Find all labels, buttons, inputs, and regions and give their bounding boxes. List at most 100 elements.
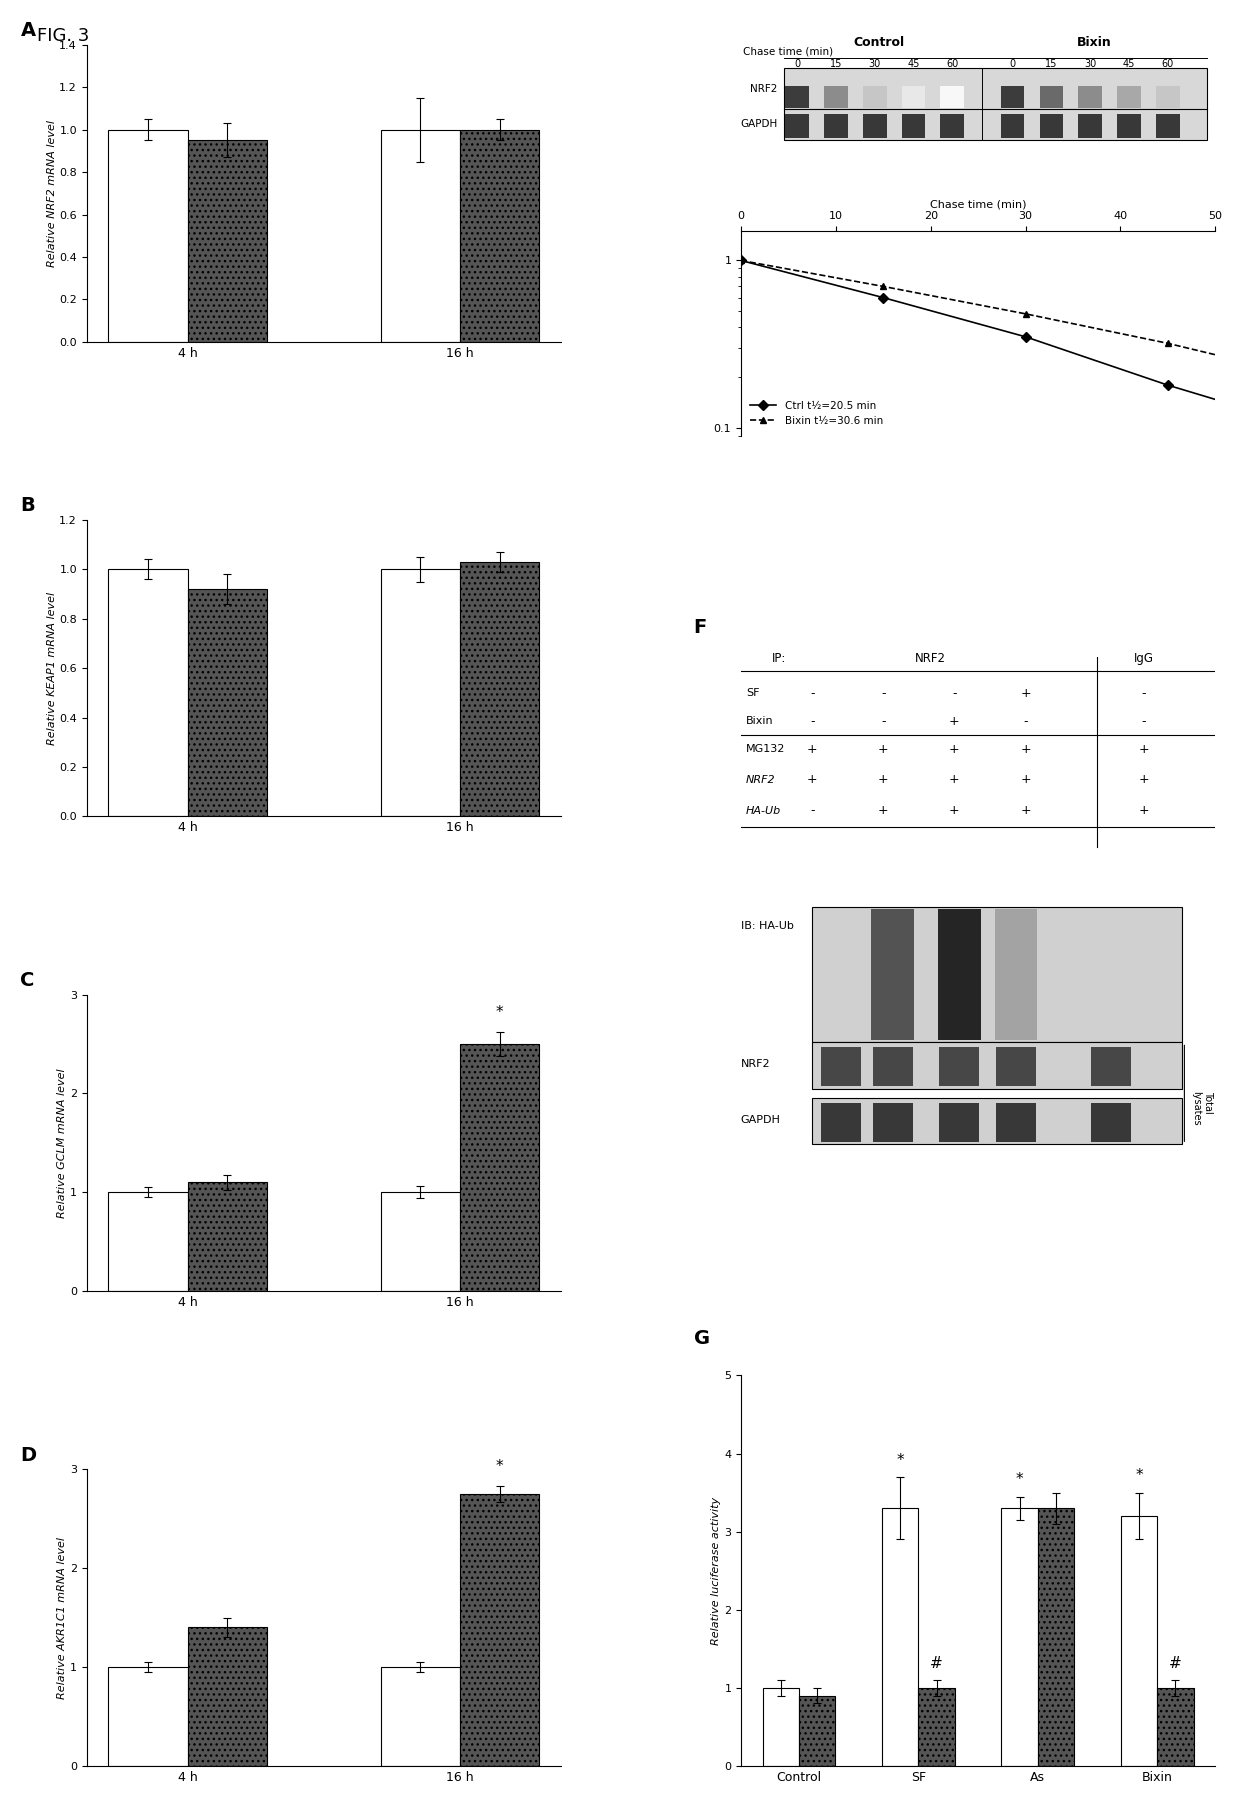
Bixin t½=30.6 min xyxy=(1018,303,1033,324)
Text: 30: 30 xyxy=(868,59,880,68)
Bixin t½=30.6 min xyxy=(734,250,749,272)
Y-axis label: Relative KEAP1 mRNA level: Relative KEAP1 mRNA level xyxy=(47,591,57,744)
Bar xyxy=(939,1103,980,1142)
Text: *: * xyxy=(1016,1472,1023,1487)
Bar xyxy=(1038,1508,1074,1766)
Text: 0: 0 xyxy=(1009,59,1016,68)
Text: Total
lysates: Total lysates xyxy=(1192,1090,1213,1124)
Text: +: + xyxy=(949,773,960,786)
Text: MG132: MG132 xyxy=(745,744,785,755)
Bar xyxy=(825,86,848,108)
Text: IgG: IgG xyxy=(1135,652,1154,665)
Text: -: - xyxy=(1142,687,1146,699)
Bar xyxy=(1121,1515,1157,1766)
Bar xyxy=(1079,86,1102,108)
Bar xyxy=(460,1043,539,1292)
Text: SF: SF xyxy=(745,688,759,699)
Bar xyxy=(901,114,925,139)
Bar xyxy=(1117,114,1141,139)
Bar xyxy=(187,1627,267,1766)
Text: *: * xyxy=(897,1452,904,1467)
Text: -: - xyxy=(810,804,815,816)
Text: 60: 60 xyxy=(1162,59,1174,68)
Bar xyxy=(872,908,914,1040)
Y-axis label: Relative AKR1C1 mRNA level: Relative AKR1C1 mRNA level xyxy=(57,1537,67,1699)
Text: -: - xyxy=(952,687,957,699)
Bar xyxy=(1091,1047,1131,1087)
Bar xyxy=(863,114,887,139)
Text: G: G xyxy=(693,1328,709,1348)
Text: 15: 15 xyxy=(830,59,842,68)
Text: NRF2: NRF2 xyxy=(745,775,775,786)
Text: +: + xyxy=(807,742,817,755)
Ctrl t½=20.5 min xyxy=(875,287,890,308)
Bar xyxy=(812,1097,1182,1144)
Text: +: + xyxy=(1138,742,1149,755)
Bar xyxy=(1039,114,1063,139)
Bar xyxy=(812,906,1182,1042)
Bar xyxy=(873,1103,913,1142)
Bar xyxy=(763,1688,799,1766)
Bar xyxy=(1157,1688,1194,1766)
Text: -: - xyxy=(1023,715,1028,728)
Bar xyxy=(873,1047,913,1087)
Bar xyxy=(187,141,267,342)
Bar xyxy=(812,1042,1182,1088)
Text: GAPDH: GAPDH xyxy=(740,1115,780,1124)
Bar xyxy=(825,114,848,139)
Text: Bixin: Bixin xyxy=(745,715,774,726)
Text: Control: Control xyxy=(853,36,904,49)
Bar xyxy=(799,1696,836,1766)
Text: A: A xyxy=(20,22,36,40)
Bixin t½=30.6 min xyxy=(1161,333,1176,355)
Bar xyxy=(996,1047,1035,1087)
Bar xyxy=(1156,86,1179,108)
Text: +: + xyxy=(1138,804,1149,816)
Bar xyxy=(785,114,808,139)
Bar xyxy=(381,569,460,816)
Text: +: + xyxy=(1021,773,1030,786)
Bar xyxy=(381,1193,460,1292)
Bar xyxy=(939,1047,980,1087)
Text: F: F xyxy=(693,618,707,636)
Text: +: + xyxy=(878,742,889,755)
Text: +: + xyxy=(949,742,960,755)
Text: NRF2: NRF2 xyxy=(915,652,946,665)
Bar xyxy=(460,1494,539,1766)
Text: NRF2: NRF2 xyxy=(750,83,777,94)
Bar xyxy=(381,130,460,342)
Bar xyxy=(187,1182,267,1292)
Text: +: + xyxy=(1021,742,1030,755)
Text: #: # xyxy=(930,1656,942,1670)
Bar xyxy=(460,130,539,342)
Text: +: + xyxy=(1021,804,1030,816)
Bar xyxy=(940,86,965,108)
Line: Bixin t½=30.6 min: Bixin t½=30.6 min xyxy=(738,258,1240,380)
Line: Ctrl t½=20.5 min: Ctrl t½=20.5 min xyxy=(738,258,1240,431)
Bar xyxy=(1117,86,1141,108)
Text: +: + xyxy=(878,804,889,816)
Ctrl t½=20.5 min xyxy=(1161,375,1176,396)
Bar xyxy=(1039,86,1063,108)
Bar xyxy=(863,86,887,108)
Bar xyxy=(108,1667,187,1766)
Text: *: * xyxy=(496,1006,503,1020)
Bar xyxy=(108,130,187,342)
Bar xyxy=(187,589,267,816)
Y-axis label: Relative GCLM mRNA level: Relative GCLM mRNA level xyxy=(57,1069,67,1218)
Text: HA-Ub: HA-Ub xyxy=(745,805,781,816)
Y-axis label: Relative NRF2 mRNA level: Relative NRF2 mRNA level xyxy=(47,121,57,267)
Text: 60: 60 xyxy=(946,59,959,68)
Text: GAPDH: GAPDH xyxy=(740,119,777,130)
Text: +: + xyxy=(807,773,817,786)
Bixin t½=30.6 min xyxy=(875,276,890,297)
Text: B: B xyxy=(20,496,35,515)
Bar xyxy=(785,86,808,108)
Text: IP:: IP: xyxy=(771,652,786,665)
Bar xyxy=(1091,1103,1131,1142)
Bar xyxy=(821,1103,861,1142)
Bar xyxy=(1001,114,1024,139)
Text: -: - xyxy=(1142,715,1146,728)
Ctrl t½=20.5 min xyxy=(1018,326,1033,348)
Bar xyxy=(108,569,187,816)
